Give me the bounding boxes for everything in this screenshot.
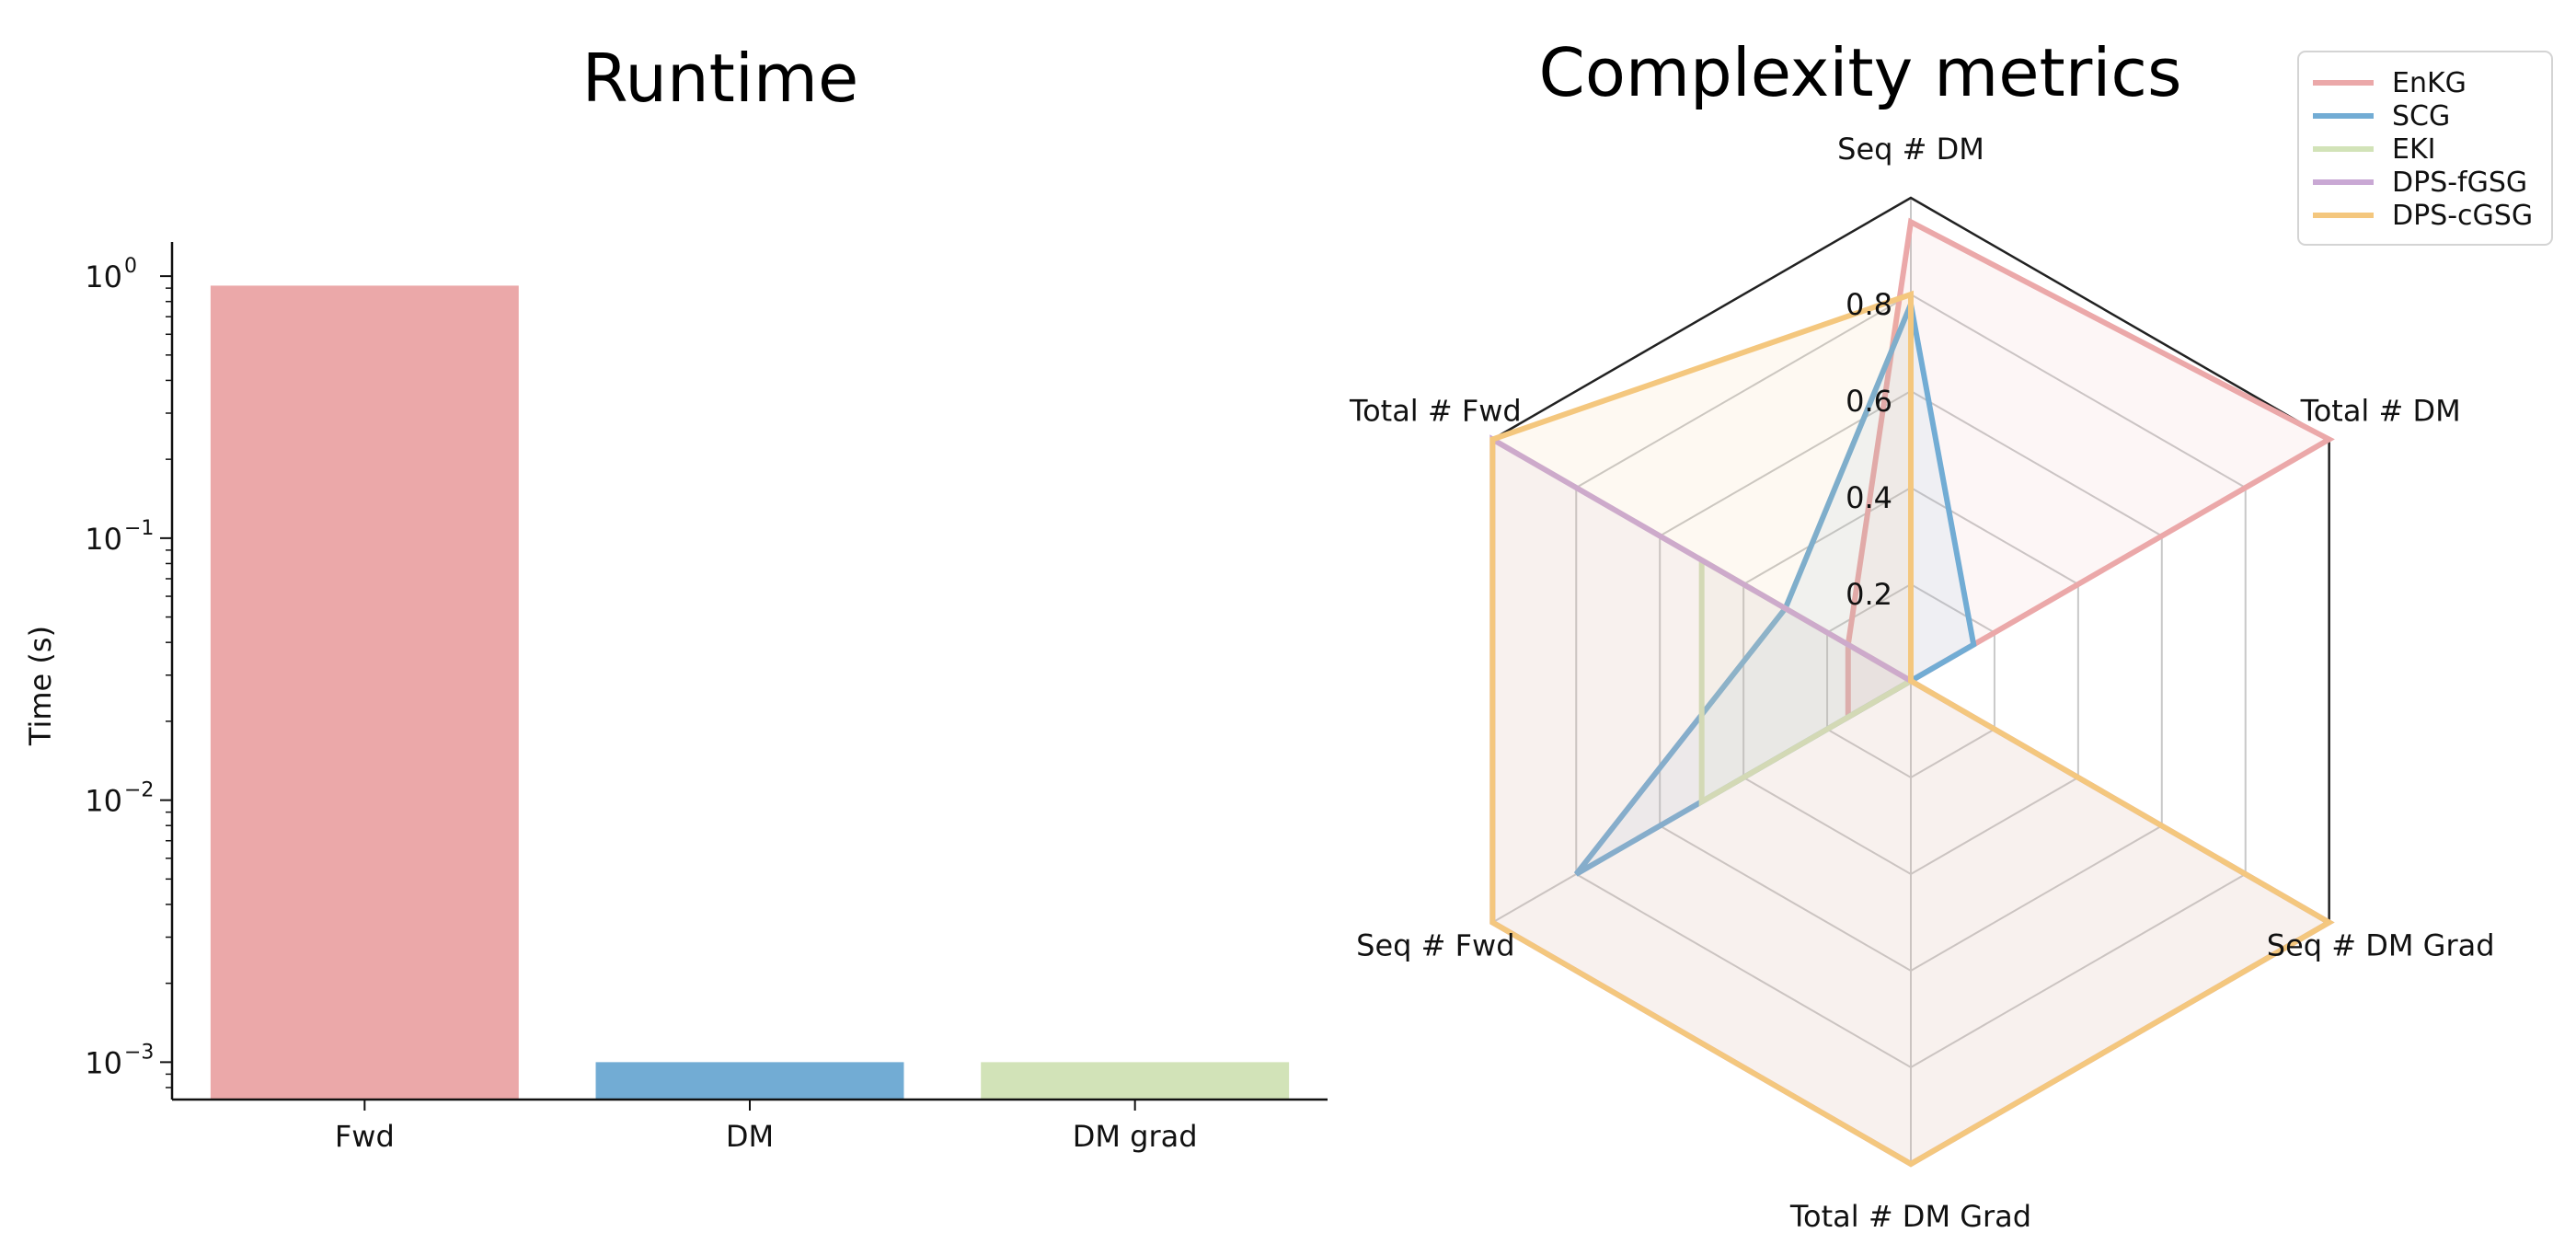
radar-axis-labels: Seq # DM Total # DM Seq # DM Grad Total # D… bbox=[1349, 132, 2495, 1234]
y-tick-exponent: −2 bbox=[124, 779, 154, 802]
bar-dm-grad bbox=[981, 1062, 1290, 1100]
radar-axis-label: Total # DM Grad bbox=[1789, 1199, 2031, 1234]
legend-entry: SCG bbox=[2392, 100, 2450, 132]
y-tick-label: 10 bbox=[85, 522, 122, 557]
radar-series bbox=[1489, 217, 2335, 1168]
y-axis-label: Time (s) bbox=[23, 626, 58, 746]
x-tick-label: DM bbox=[726, 1119, 774, 1154]
y-tick-label: 10 bbox=[85, 784, 122, 819]
legend-entry: EKI bbox=[2392, 133, 2435, 166]
radial-tick-label: 0.4 bbox=[1846, 480, 1892, 515]
radial-tick-label: 0.2 bbox=[1846, 577, 1892, 612]
radial-tick-label: 0.8 bbox=[1846, 287, 1892, 322]
runtime-title: Runtime bbox=[582, 40, 859, 117]
x-tick-label: Fwd bbox=[335, 1119, 395, 1154]
radar-axis-label: Total # DM bbox=[2300, 394, 2461, 429]
legend-entry: DPS-cGSG bbox=[2392, 200, 2533, 232]
legend-box bbox=[2297, 51, 2553, 246]
radial-tick-label: 0.6 bbox=[1846, 384, 1892, 419]
bar-dm bbox=[595, 1062, 904, 1100]
x-axis-ticks: Fwd DM DM grad bbox=[335, 1100, 1198, 1154]
legend-entry: EnKG bbox=[2392, 67, 2467, 99]
radar-axis-label: Seq # DM Grad bbox=[2267, 928, 2495, 963]
radar-axis-label: Total # Fwd bbox=[1349, 394, 1522, 429]
legend-entry: DPS-fGSG bbox=[2392, 167, 2527, 199]
y-tick-exponent: 0 bbox=[124, 255, 137, 278]
y-tick-exponent: −1 bbox=[124, 517, 154, 540]
complexity-radar-chart: Complexity metrics 0.2 0.4 0.6 0.8 Seq # DM… bbox=[1349, 34, 2553, 1234]
x-tick-label: DM grad bbox=[1073, 1119, 1198, 1154]
bars bbox=[210, 285, 1290, 1100]
radar-axis-label: Seq # DM bbox=[1837, 132, 1984, 167]
y-tick-label: 10 bbox=[85, 259, 122, 294]
bar-fwd bbox=[210, 285, 519, 1100]
radial-tick-labels: 0.2 0.4 0.6 0.8 bbox=[1846, 287, 1892, 612]
y-tick-label: 10 bbox=[85, 1045, 122, 1080]
complexity-title: Complexity metrics bbox=[1539, 34, 2182, 111]
y-tick-exponent: −3 bbox=[124, 1041, 154, 1064]
series-dps-cgsg bbox=[1489, 290, 2335, 1168]
radar-axis-label: Seq # Fwd bbox=[1356, 928, 1514, 963]
